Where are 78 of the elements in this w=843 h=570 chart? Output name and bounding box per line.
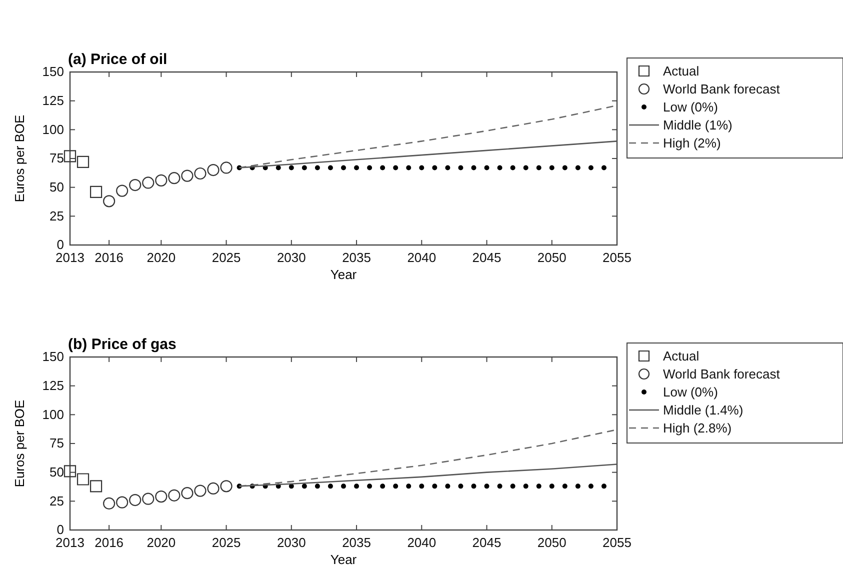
line-series	[238, 464, 618, 487]
y-tick-label: 50	[50, 179, 64, 194]
point	[207, 164, 220, 176]
point	[116, 184, 128, 197]
x-tick-label: 2030	[276, 250, 306, 266]
point	[155, 490, 168, 503]
x-tick-label: 2013	[56, 250, 84, 266]
legend-label: Actual	[663, 348, 700, 364]
point	[181, 487, 194, 500]
point	[103, 497, 116, 510]
y-axis-title: Euros per BOE	[12, 114, 27, 202]
legend-label: World Bank forecast	[663, 82, 780, 96]
y-axis-title: Euros per BOE	[12, 399, 27, 488]
point	[90, 186, 102, 198]
point	[76, 473, 90, 486]
point	[207, 482, 220, 495]
y-tick-label: 150	[42, 349, 64, 364]
y-tick-label: 100	[42, 406, 64, 422]
point	[103, 195, 116, 208]
x-tick-label: 2035	[342, 250, 371, 266]
x-tick-label: 2045	[472, 250, 502, 266]
y-tick-label: 150	[42, 64, 64, 80]
x-tick-label: 2025	[212, 250, 241, 266]
point	[116, 496, 128, 508]
y-tick-label: 0	[56, 522, 64, 538]
x-tick-label: 2016	[94, 535, 124, 550]
point	[64, 150, 76, 162]
point	[168, 489, 180, 502]
y-tick-label: 100	[42, 122, 64, 137]
y-tick-label: 125	[42, 378, 64, 393]
legend-label: World Bank forecast	[663, 366, 780, 382]
x-tick-label: 2030	[276, 535, 306, 550]
legend-label: High (2%)	[663, 136, 721, 150]
point	[194, 167, 206, 180]
chart-title: (a) Price of oil	[68, 51, 168, 68]
point	[220, 162, 232, 174]
x-tick-label: 2045	[472, 535, 502, 550]
y-tick-label: 75	[50, 436, 64, 451]
point	[142, 176, 154, 189]
x-tick-label: 2040	[407, 535, 436, 550]
point	[142, 492, 154, 505]
x-axis-title: Year	[330, 267, 358, 282]
legend-label: Low (0%)	[663, 384, 718, 400]
x-tick-label: 2055	[602, 250, 632, 266]
x-tick-label: 2050	[537, 535, 566, 550]
point	[220, 480, 232, 492]
legend-label: High (2.8%)	[663, 420, 732, 436]
y-tick-label: 25	[50, 208, 64, 224]
x-tick-label: 2035	[342, 535, 371, 550]
y-tick-label: 75	[50, 150, 64, 166]
point	[90, 480, 102, 492]
y-tick-label: 125	[42, 92, 64, 108]
legend-label: Low (0%)	[663, 100, 718, 114]
legend-label: Middle (1.4%)	[663, 402, 744, 418]
y-tick-label: 50	[50, 464, 64, 480]
point	[129, 178, 142, 192]
chart-title: (b) Price of gas	[68, 336, 176, 353]
x-tick-label: 2020	[146, 250, 176, 266]
point	[155, 174, 168, 186]
x-tick-label: 2016	[94, 250, 124, 266]
y-tick-label: 0	[56, 237, 64, 252]
x-tick-label: 2050	[537, 250, 566, 266]
x-tick-label: 2020	[146, 535, 176, 550]
x-tick-label: 2013	[56, 535, 84, 550]
x-axis-title: Year	[330, 552, 358, 567]
point	[64, 465, 76, 478]
point	[194, 484, 206, 497]
legend-label: Middle (1%)	[663, 118, 732, 132]
x-tick-label: 2040	[407, 250, 436, 266]
legend-label: Actual	[663, 64, 700, 78]
x-tick-label: 2055	[602, 535, 632, 550]
x-tick-label: 2025	[212, 535, 241, 550]
point	[168, 172, 180, 184]
point	[181, 170, 194, 182]
point	[129, 494, 142, 506]
point	[76, 156, 90, 168]
y-tick-label: 25	[50, 493, 64, 508]
line-series	[238, 140, 618, 168]
